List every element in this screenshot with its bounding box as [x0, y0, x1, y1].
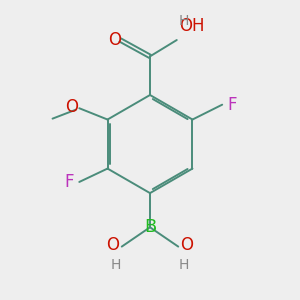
- Text: OH: OH: [179, 17, 205, 35]
- Text: H: H: [179, 14, 189, 28]
- Text: O: O: [65, 98, 78, 116]
- Text: H: H: [111, 259, 121, 272]
- Text: B: B: [144, 218, 156, 236]
- Text: O: O: [181, 236, 194, 254]
- Text: F: F: [227, 96, 237, 114]
- Text: F: F: [64, 173, 74, 191]
- Text: O: O: [108, 31, 122, 49]
- Text: O: O: [106, 236, 119, 254]
- Text: H: H: [179, 259, 189, 272]
